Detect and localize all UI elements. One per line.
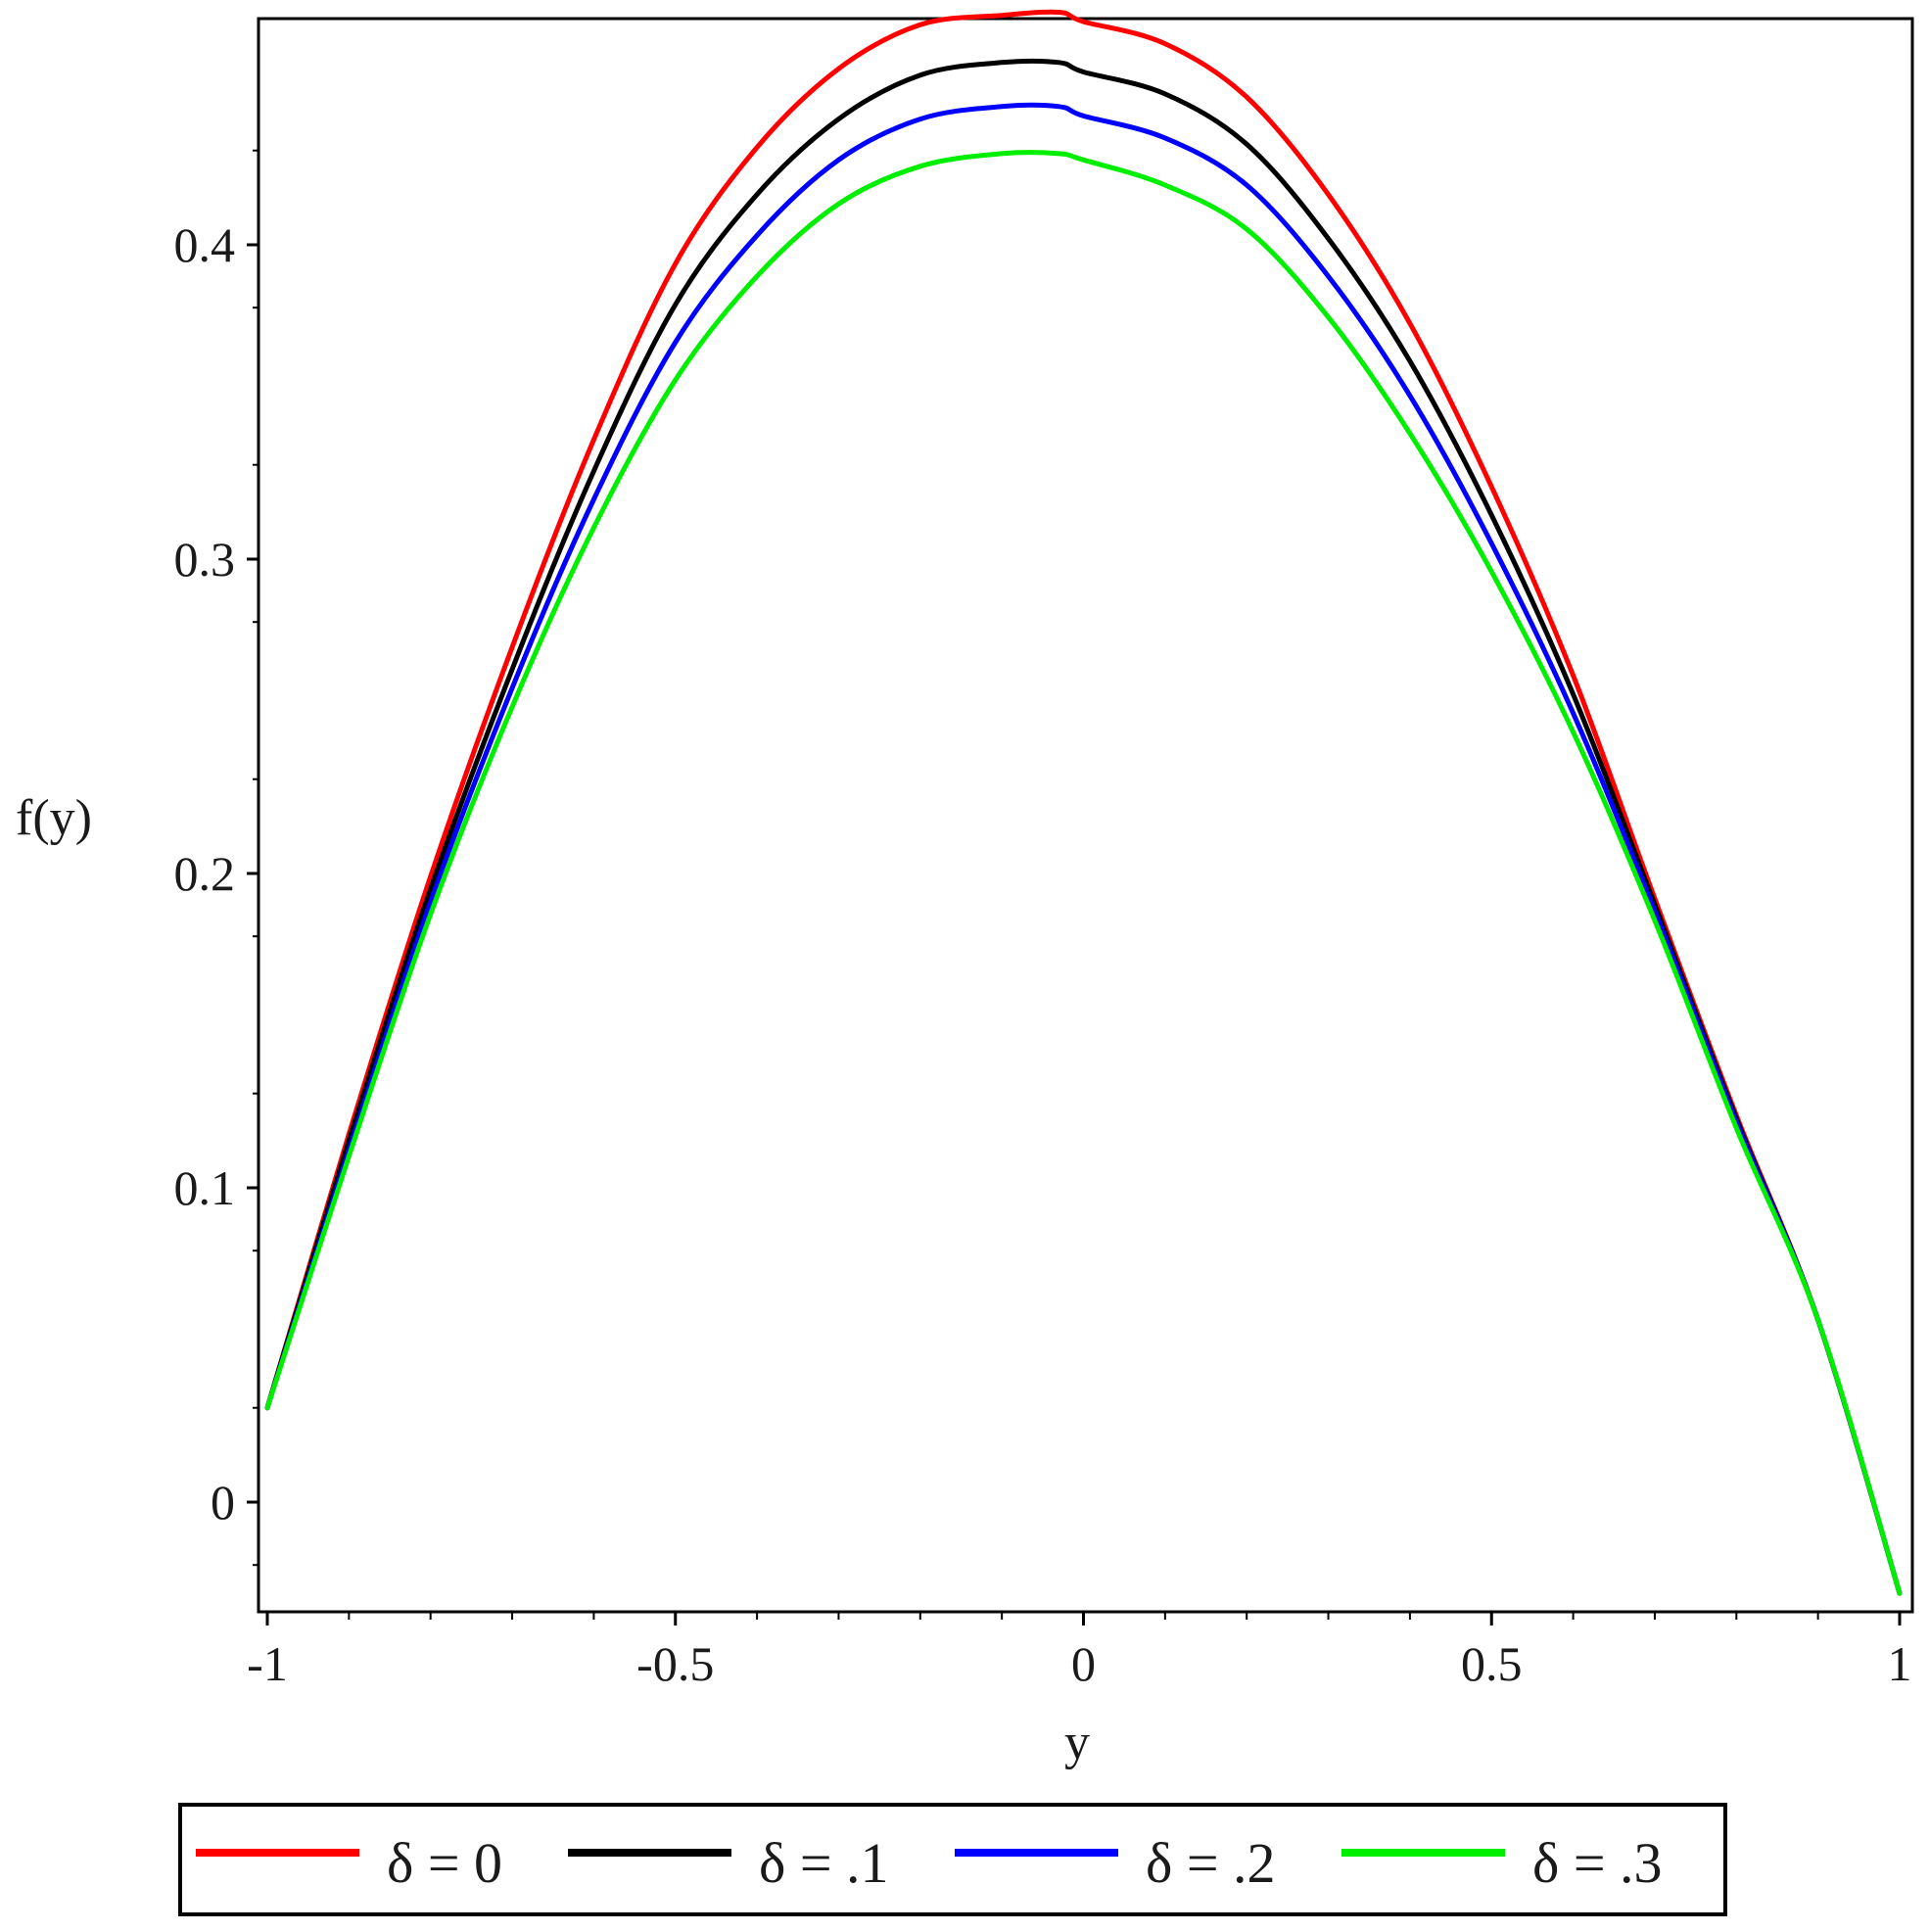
y-axis-ticks: 0 0.1 0.2 0.3 0.4 [174,217,259,1530]
plot-area [257,17,1914,1614]
y-tick-label: 0.1 [174,1160,236,1215]
x-tick-label: -1 [247,1636,288,1691]
x-tick-label: 0.5 [1461,1636,1523,1691]
x-tick-label: 0 [1071,1636,1096,1691]
y-tick-label: 0 [211,1475,235,1530]
x-axis-ticks: -1 -0.5 0 0.5 1 [247,1612,1912,1691]
legend-items: δ = 0 δ = .1 δ = .2 δ = .3 [196,1831,1663,1895]
y-tick-label: 0.3 [174,532,236,587]
y-minor-ticks [253,149,259,1567]
legend: δ = 0 δ = .1 δ = .2 δ = .3 [178,1803,1727,1916]
plot-frame [257,17,1914,1614]
y-tick-label: 0.2 [174,846,236,901]
y-tick-label: 0.4 [174,217,236,272]
legend-label: δ = .3 [1532,1831,1663,1895]
legend-label: δ = .1 [759,1831,889,1895]
x-tick-label: 1 [1888,1636,1912,1691]
legend-label: δ = 0 [387,1831,502,1895]
legend-box [178,1803,1727,1916]
x-axis-label: y [1064,1715,1090,1770]
legend-label: δ = .2 [1146,1831,1276,1895]
series-lines [264,9,1903,1596]
series-line [264,150,1903,1596]
x-tick-label: -0.5 [636,1636,714,1691]
series-line [264,102,1903,1596]
y-axis-label: f(y) [16,790,92,846]
